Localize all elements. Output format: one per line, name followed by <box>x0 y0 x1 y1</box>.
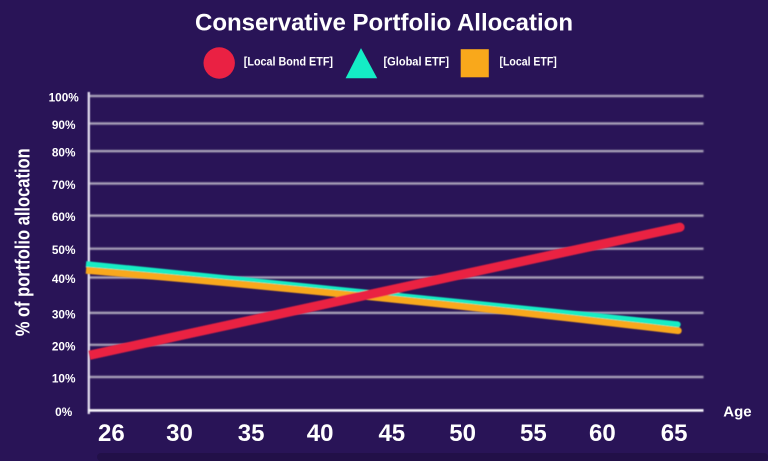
svg-text:55: 55 <box>520 420 547 447</box>
svg-text:% of portfolio allocation: % of portfolio allocation <box>13 148 35 336</box>
svg-text:[Local Bond ETF]: [Local Bond ETF] <box>244 55 333 69</box>
svg-text:35: 35 <box>238 420 265 447</box>
svg-text:20%: 20% <box>52 339 76 353</box>
svg-text:100%: 100% <box>49 91 80 105</box>
svg-text:65: 65 <box>661 420 688 447</box>
svg-text:[Local ETF]: [Local ETF] <box>500 55 557 69</box>
svg-text:40%: 40% <box>52 272 76 286</box>
svg-text:60%: 60% <box>52 210 76 224</box>
svg-text:40: 40 <box>307 420 334 447</box>
svg-text:Age: Age <box>723 403 751 420</box>
svg-text:90%: 90% <box>52 118 76 132</box>
svg-text:45: 45 <box>378 420 405 447</box>
svg-text:26: 26 <box>98 420 125 447</box>
svg-text:10%: 10% <box>52 372 76 386</box>
svg-text:[Global ETF]: [Global ETF] <box>384 55 450 69</box>
svg-text:70%: 70% <box>52 178 76 192</box>
svg-text:0%: 0% <box>55 405 73 419</box>
svg-text:30: 30 <box>166 420 193 447</box>
svg-text:50%: 50% <box>52 243 76 257</box>
svg-text:Conservative Portfolio Allocat: Conservative Portfolio Allocation <box>195 10 573 37</box>
svg-text:30%: 30% <box>52 307 76 321</box>
svg-text:80%: 80% <box>52 146 76 160</box>
svg-text:60: 60 <box>589 420 616 447</box>
svg-text:50: 50 <box>449 420 476 447</box>
